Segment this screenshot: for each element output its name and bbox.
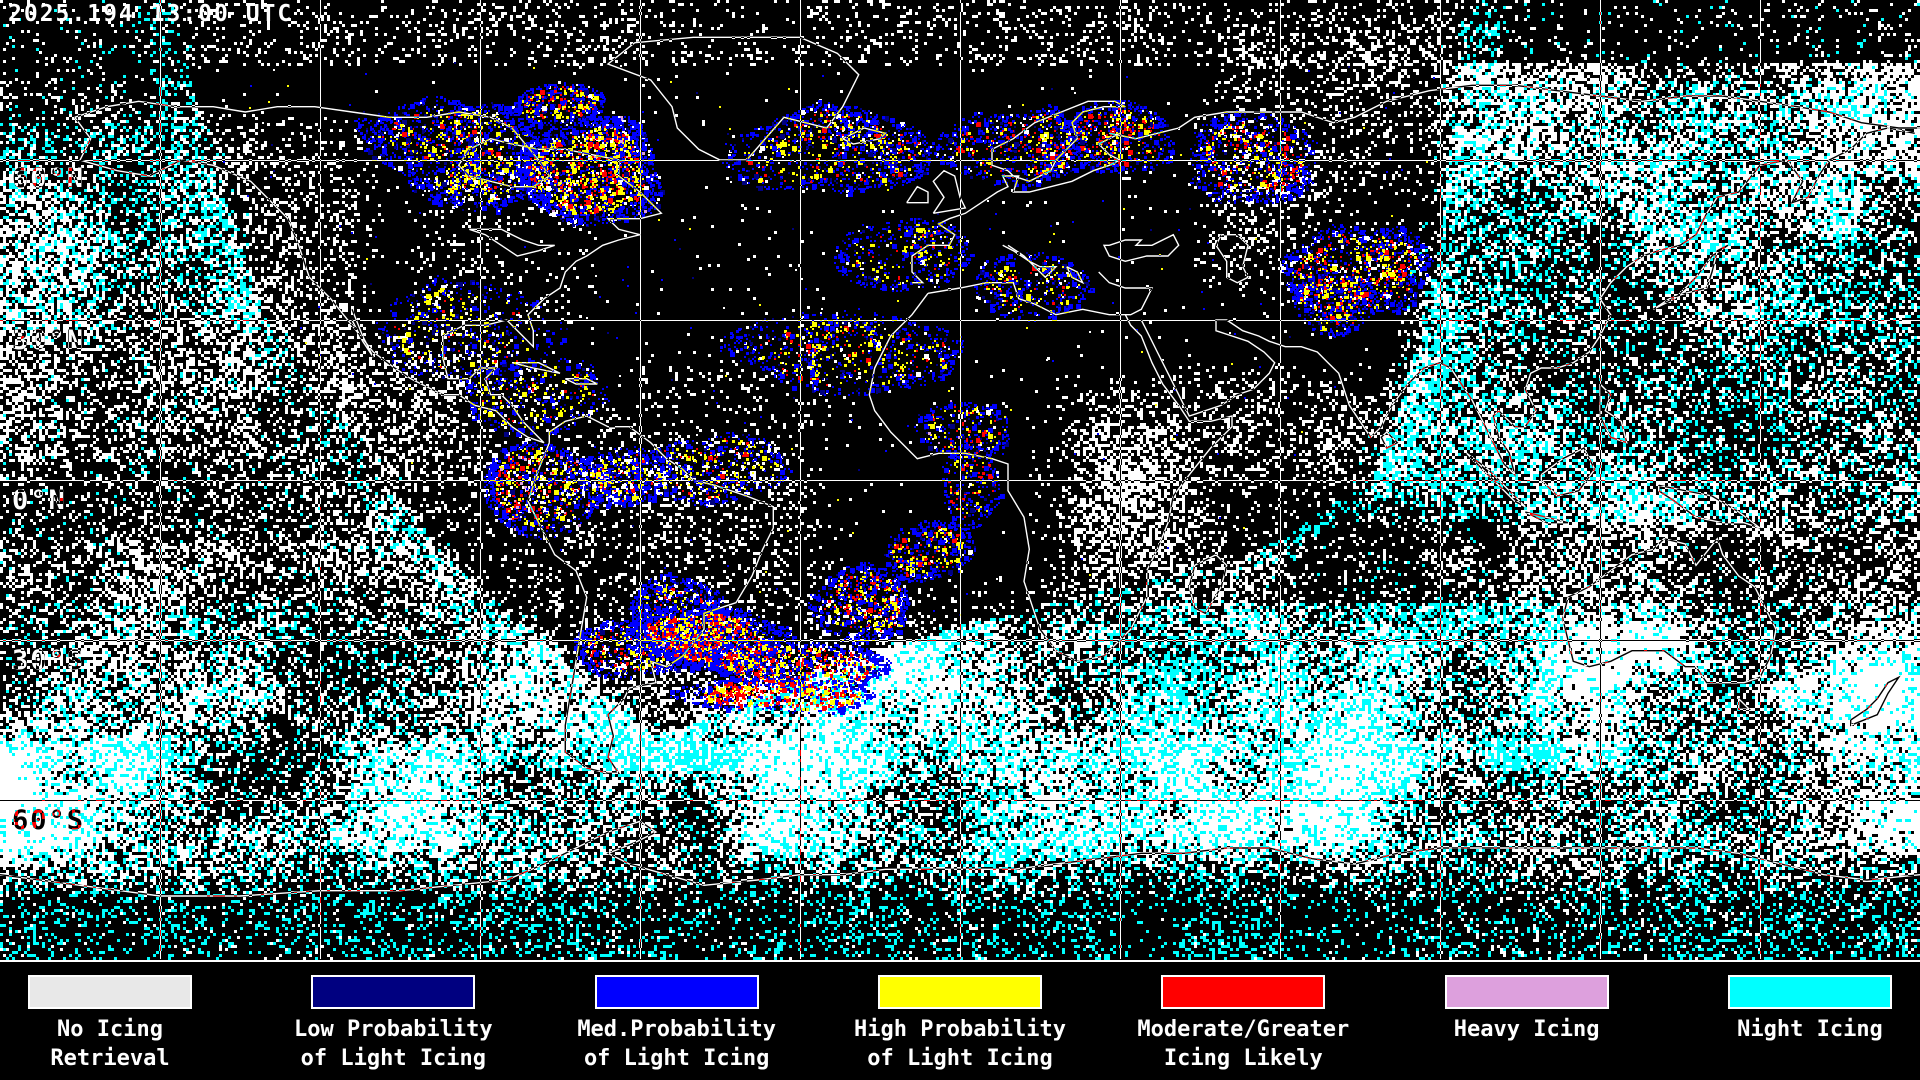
coastline-overlay	[0, 36, 1920, 897]
legend-label-line: Low Probability	[293, 1017, 493, 1042]
legend-label-line: Med.Probability	[577, 1017, 776, 1042]
longitude-gridline	[1120, 0, 1121, 959]
latitude-gridline	[0, 640, 1920, 641]
longitude-gridline	[1280, 0, 1281, 959]
legend-label: Heavy Icing	[1454, 1015, 1600, 1044]
high-prob-light-icing-swatch	[877, 975, 1042, 1009]
legend-item-low-prob-light-icing: Low Probability of Light Icing	[294, 962, 493, 1080]
world-map: 60°N 30°N 0°N 30°S 60°S 2025.194 13:00 UTC	[0, 0, 1920, 960]
legend-label: High Probability of Light Icing	[854, 1015, 1066, 1073]
legend-item-heavy-icing: Heavy Icing	[1444, 962, 1609, 1080]
longitude-gridline	[1440, 0, 1441, 959]
legend-label-line: of Light Icing	[867, 1046, 1053, 1071]
longitude-gridline	[320, 0, 321, 959]
legend-label-line: No Icing	[57, 1017, 163, 1042]
legend-label-line: Night Icing	[1737, 1017, 1883, 1042]
latitude-label: 30°N	[12, 325, 86, 356]
latitude-gridline	[0, 320, 1920, 321]
legend-label-line: Retrieval	[50, 1046, 170, 1071]
moderate-greater-icing-swatch	[1161, 975, 1326, 1009]
latitude-label: 60°N	[12, 163, 86, 194]
map-legend-divider	[0, 960, 1920, 962]
legend-item-moderate-greater-icing: Moderate/Greater Icing Likely	[1137, 962, 1349, 1080]
legend-bar: No Icing Retrieval Low Probability of Light…	[0, 962, 1920, 1080]
legend-label-line: of Light Icing	[300, 1046, 487, 1071]
legend-label: Moderate/Greater Icing Likely	[1137, 1015, 1349, 1073]
latitude-gridline	[0, 480, 1920, 481]
latitude-gridline	[0, 800, 1920, 801]
legend-label: Night Icing	[1737, 1015, 1883, 1044]
legend-label-line: Icing Likely	[1163, 1046, 1323, 1071]
legend-item-med-prob-light-icing: Med.Probability of Light Icing	[577, 962, 776, 1080]
legend-label-line: Moderate/Greater	[1137, 1017, 1350, 1042]
legend-label: Med.Probability of Light Icing	[577, 1015, 776, 1073]
latitude-label: 0°N	[12, 485, 67, 516]
longitude-gridline	[1600, 0, 1601, 959]
longitude-gridline	[640, 0, 641, 959]
longitude-gridline	[480, 0, 481, 959]
no-icing-retrieval-swatch	[28, 975, 192, 1009]
low-prob-light-icing-swatch	[311, 975, 476, 1009]
longitude-gridline	[160, 0, 161, 959]
legend-label: Low Probability of Light Icing	[294, 1015, 493, 1073]
coastline-path	[0, 36, 1920, 897]
legend-label: No Icing Retrieval	[50, 1015, 169, 1073]
latitude-label: 30°S	[12, 645, 86, 676]
latitude-gridline	[0, 160, 1920, 161]
longitude-gridline	[1760, 0, 1761, 959]
legend-label-line: Heavy Icing	[1453, 1017, 1600, 1042]
legend-label-line: of Light Icing	[583, 1046, 770, 1071]
latitude-label: 60°S	[12, 805, 86, 836]
heavy-icing-swatch	[1444, 975, 1609, 1009]
timestamp: 2025.194 13:00 UTC	[8, 1, 294, 27]
night-icing-swatch	[1727, 975, 1892, 1009]
legend-item-no-icing-retrieval: No Icing Retrieval	[28, 962, 192, 1080]
longitude-gridline	[960, 0, 961, 959]
legend-item-night-icing: Night Icing	[1727, 962, 1892, 1080]
legend-item-high-prob-light-icing: High Probability of Light Icing	[854, 962, 1066, 1080]
longitude-gridline	[800, 0, 801, 959]
legend-label-line: High Probability	[854, 1017, 1066, 1042]
med-prob-light-icing-swatch	[594, 975, 759, 1009]
